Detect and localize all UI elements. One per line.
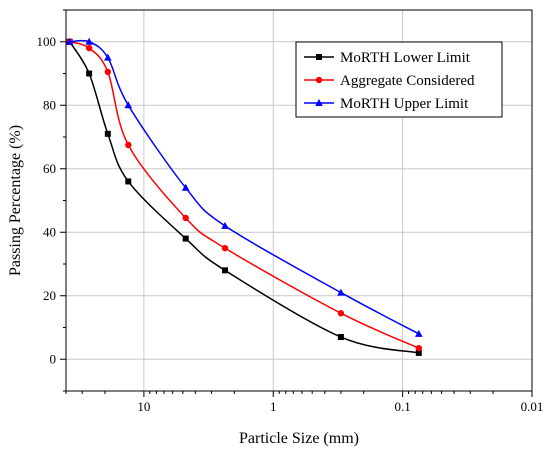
x-tick-label: 1 (270, 399, 277, 414)
data-point (221, 221, 229, 229)
data-point (337, 310, 345, 317)
x-tick-label: 0.01 (521, 399, 544, 414)
y-tick-label: 20 (43, 288, 56, 303)
data-point (104, 53, 112, 61)
y-tick-label: 60 (43, 161, 56, 176)
y-axis-title: Passing Percentage (%) (7, 125, 24, 276)
data-point (85, 44, 93, 52)
data-point (124, 101, 133, 109)
legend-label: MoRTH Lower Limit (340, 50, 471, 66)
data-point (86, 70, 93, 77)
legend-label: MoRTH Upper Limit (340, 96, 469, 112)
data-point (337, 334, 344, 341)
y-tick-label: 80 (43, 97, 56, 112)
data-point (125, 178, 132, 185)
legend: MoRTH Lower Limit Aggregate Considered MoR… (295, 41, 503, 118)
legend-marker (315, 99, 323, 106)
data-point (337, 288, 345, 296)
ticks: 10 1 0.1 0.01 0 20 40 60 80 100 (37, 9, 544, 414)
series-layer (65, 37, 423, 356)
data-point (65, 37, 74, 45)
data-point (415, 349, 422, 356)
y-tick-label: 40 (43, 224, 56, 239)
legend-marker (316, 54, 322, 60)
data-point (104, 130, 111, 137)
data-point (182, 235, 189, 242)
x-tick-label: 0.1 (395, 399, 411, 414)
data-point (414, 329, 423, 337)
y-tick-label: 100 (37, 34, 57, 49)
legend-label: Aggregate Considered (340, 73, 475, 89)
data-point (181, 183, 190, 191)
data-point (104, 68, 112, 76)
data-point (182, 214, 189, 222)
x-axis-title: Particle Size (mm) (239, 430, 359, 447)
data-point (85, 37, 93, 45)
legend-marker (315, 76, 323, 84)
data-point (221, 244, 229, 252)
series-triangle (65, 37, 423, 337)
data-point (415, 344, 422, 352)
series-circle (66, 38, 422, 352)
y-tick-label: 0 (50, 351, 57, 366)
data-point (125, 141, 132, 149)
series-line (68, 41, 419, 354)
x-tick-label: 10 (137, 399, 150, 414)
data-point (222, 267, 229, 274)
